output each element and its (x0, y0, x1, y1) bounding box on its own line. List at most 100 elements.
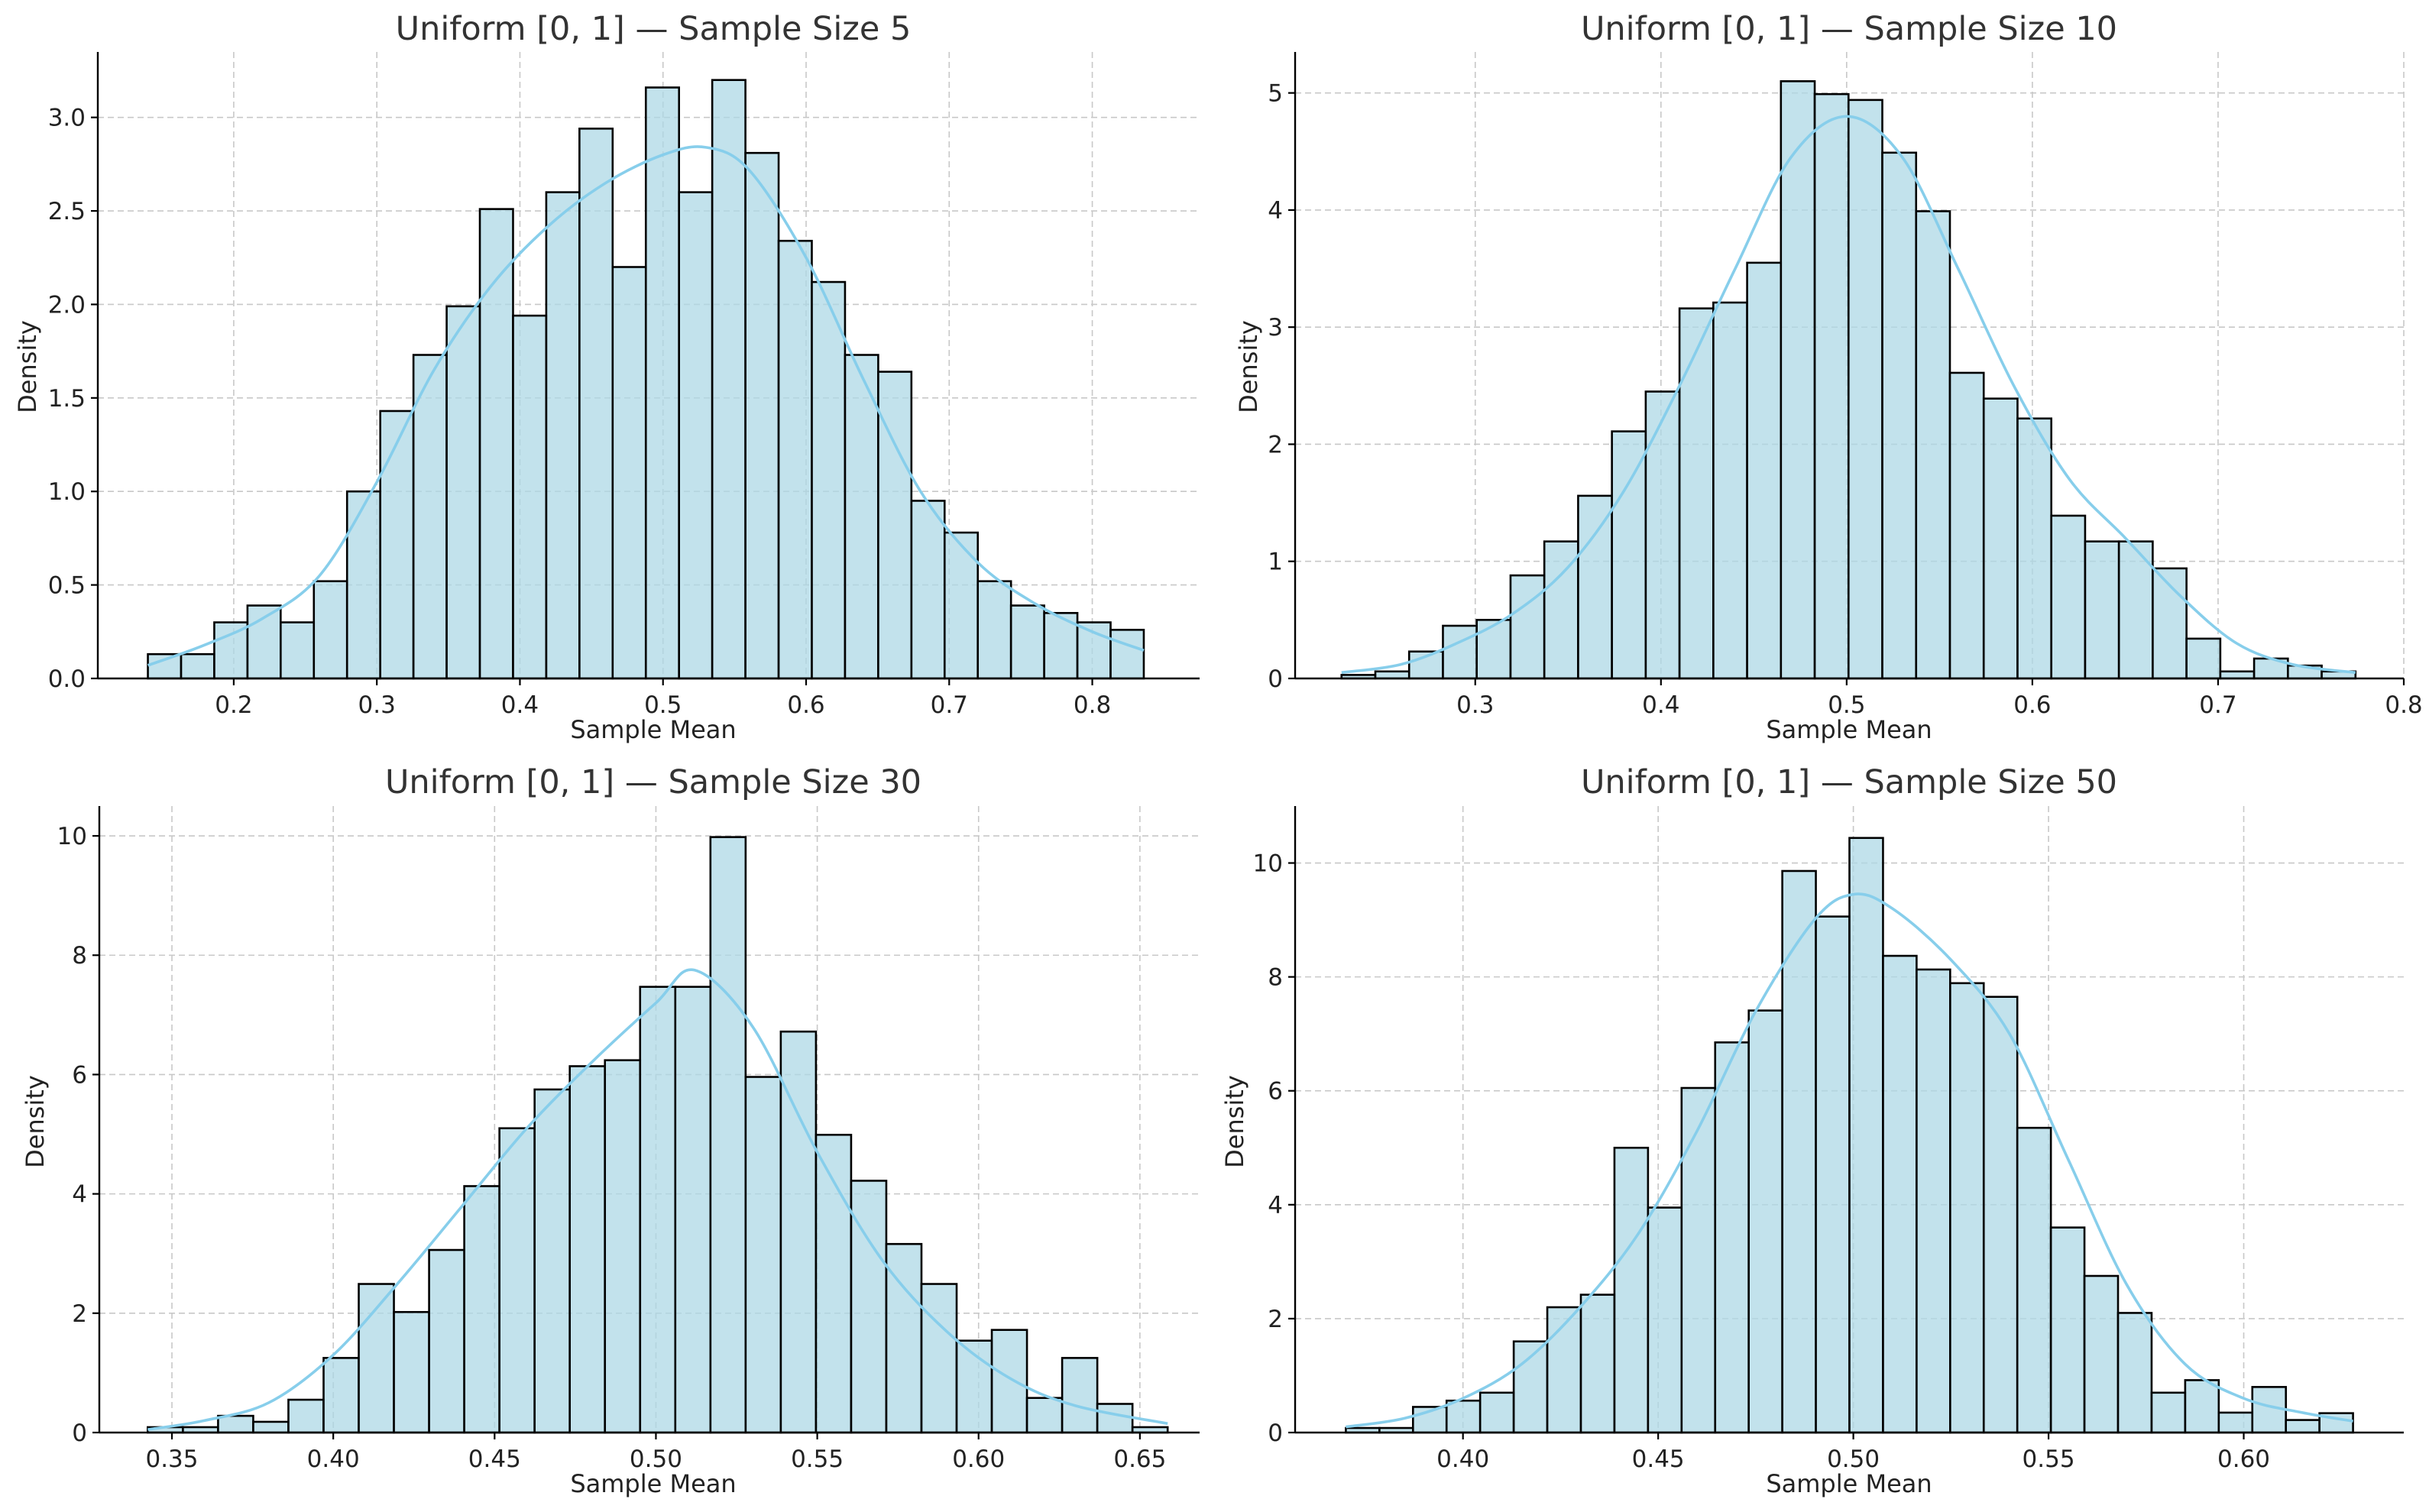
histogram-bar (2184, 1379, 2220, 1434)
histogram-bar (2217, 1411, 2254, 1434)
histogram-bar (1076, 621, 1112, 680)
histogram-bar (180, 652, 215, 680)
y-tick-label: 2 (1268, 431, 1283, 458)
histogram-bar (1916, 968, 1951, 1434)
histogram-bar (1982, 996, 2019, 1434)
x-tick-label: 0.50 (1827, 1446, 1880, 1473)
histogram-bar (213, 621, 249, 680)
histogram-bars (1345, 837, 2354, 1434)
histogram-bar (287, 1398, 325, 1434)
histogram-bar (2185, 637, 2222, 680)
histogram-bar (611, 266, 647, 680)
x-tick-label: 0.50 (630, 1446, 682, 1473)
x-tick-label: 0.8 (1074, 691, 1111, 719)
x-tick-label: 0.40 (307, 1446, 360, 1473)
histogram-bar (1374, 670, 1410, 680)
histogram-bar (2050, 514, 2087, 680)
histogram-bar (428, 1248, 465, 1434)
x-axis-label: Sample Mean (570, 715, 736, 744)
y-tick-label: 1.5 (48, 385, 86, 413)
histogram-bar (512, 314, 548, 680)
histogram-bar (644, 86, 681, 680)
y-tick-label: 4 (1268, 197, 1283, 225)
x-tick-label: 0.45 (1632, 1446, 1685, 1473)
histogram-bar (1096, 1403, 1134, 1434)
histogram-bar (1848, 837, 1884, 1434)
histogram-bar (2219, 670, 2256, 680)
x-tick-label: 0.40 (1436, 1446, 1489, 1473)
histogram-bar (1712, 301, 1748, 680)
histogram-bar (1982, 397, 2019, 680)
histogram-bar (358, 1283, 395, 1434)
histogram-bars (1340, 80, 2357, 680)
kde-curve (1346, 892, 2353, 1429)
x-tick-label: 0.2 (215, 691, 252, 719)
histogram-bar (678, 191, 714, 680)
histogram-bar (1445, 1399, 1482, 1434)
histogram-bar (578, 128, 614, 680)
histogram-bar (1109, 629, 1145, 680)
y-tick-label: 10 (1253, 850, 1283, 878)
histogram-bar (545, 191, 581, 680)
x-axis-label: Sample Mean (1766, 1469, 1932, 1498)
subplot-sample-size-10: Uniform [0, 1] — Sample Size 10 Sample M… (1234, 10, 2423, 744)
histogram-bar (990, 1329, 1028, 1434)
histogram-bar (2049, 1226, 2086, 1434)
x-tick-label: 0.8 (2385, 691, 2422, 719)
y-tick-label: 6 (1268, 1078, 1283, 1106)
histogram-bar (498, 1127, 536, 1434)
histogram-bar (815, 1134, 853, 1434)
x-tick-label: 0.6 (787, 691, 824, 719)
histogram-bar (1747, 1009, 1783, 1434)
histogram-bar (217, 1414, 254, 1434)
histogram-bar (1847, 99, 1883, 680)
y-tick-label: 3 (1268, 314, 1283, 342)
chart-title: Uniform [0, 1] — Sample Size 30 (385, 763, 921, 801)
kde-curve (147, 145, 1145, 667)
x-tick-label: 0.7 (2199, 691, 2236, 719)
histogram-bar (463, 1185, 500, 1434)
histogram-bar (1678, 307, 1715, 680)
histogram-bar (639, 986, 677, 1434)
chart-title: Uniform [0, 1] — Sample Size 50 (1581, 763, 2117, 801)
x-tick-label: 0.6 (2013, 691, 2051, 719)
y-tick-label: 4 (72, 1181, 87, 1209)
y-axis-label: Density (1234, 320, 1263, 413)
subplot-sample-size-5: Uniform [0, 1] — Sample Size 5 Sample Me… (13, 10, 1200, 744)
histogram-bar (445, 305, 481, 680)
y-tick-label: 0.5 (48, 572, 86, 600)
y-tick-label: 10 (57, 823, 87, 850)
x-tick-label: 0.60 (2217, 1446, 2270, 1473)
y-tick-label: 4 (1268, 1192, 1283, 1219)
kde-curve (1341, 115, 2356, 675)
histogram-bar (1061, 1357, 1099, 1434)
histogram-bar (976, 580, 1012, 680)
histogram-bar (777, 239, 813, 680)
x-tick-label: 0.55 (791, 1446, 844, 1473)
histogram-bar (2285, 1419, 2321, 1434)
histogram-bar (2150, 1391, 2187, 1434)
x-tick-label: 0.3 (1456, 691, 1494, 719)
y-tick-label: 6 (72, 1061, 87, 1089)
histogram-bars (147, 79, 1145, 680)
kde-curve (147, 968, 1168, 1431)
histogram-bar (280, 621, 316, 680)
histogram-bar (2116, 1312, 2153, 1434)
y-tick-label: 2.0 (48, 291, 86, 319)
histogram-bar (1009, 604, 1045, 680)
histogram-bar (1881, 151, 1918, 680)
subplot-sample-size-30: Uniform [0, 1] — Sample Size 30 Sample M… (21, 763, 1200, 1498)
x-tick-label: 0.35 (145, 1446, 198, 1473)
histogram-bar (1948, 371, 1985, 680)
x-tick-label: 0.45 (468, 1446, 521, 1473)
histogram-bar (1647, 1206, 1683, 1434)
subplot-sample-size-50: Uniform [0, 1] — Sample Size 50 Sample M… (1220, 763, 2404, 1498)
histogram-bar (1714, 1041, 1750, 1434)
histogram-bar (604, 1059, 642, 1434)
y-tick-label: 0 (72, 1420, 87, 1447)
y-tick-label: 1 (1268, 549, 1283, 576)
histogram-bar (1949, 982, 1985, 1434)
x-tick-label: 0.4 (1642, 691, 1679, 719)
histogram-bar (920, 1283, 958, 1434)
histogram-bar (1680, 1086, 1717, 1434)
